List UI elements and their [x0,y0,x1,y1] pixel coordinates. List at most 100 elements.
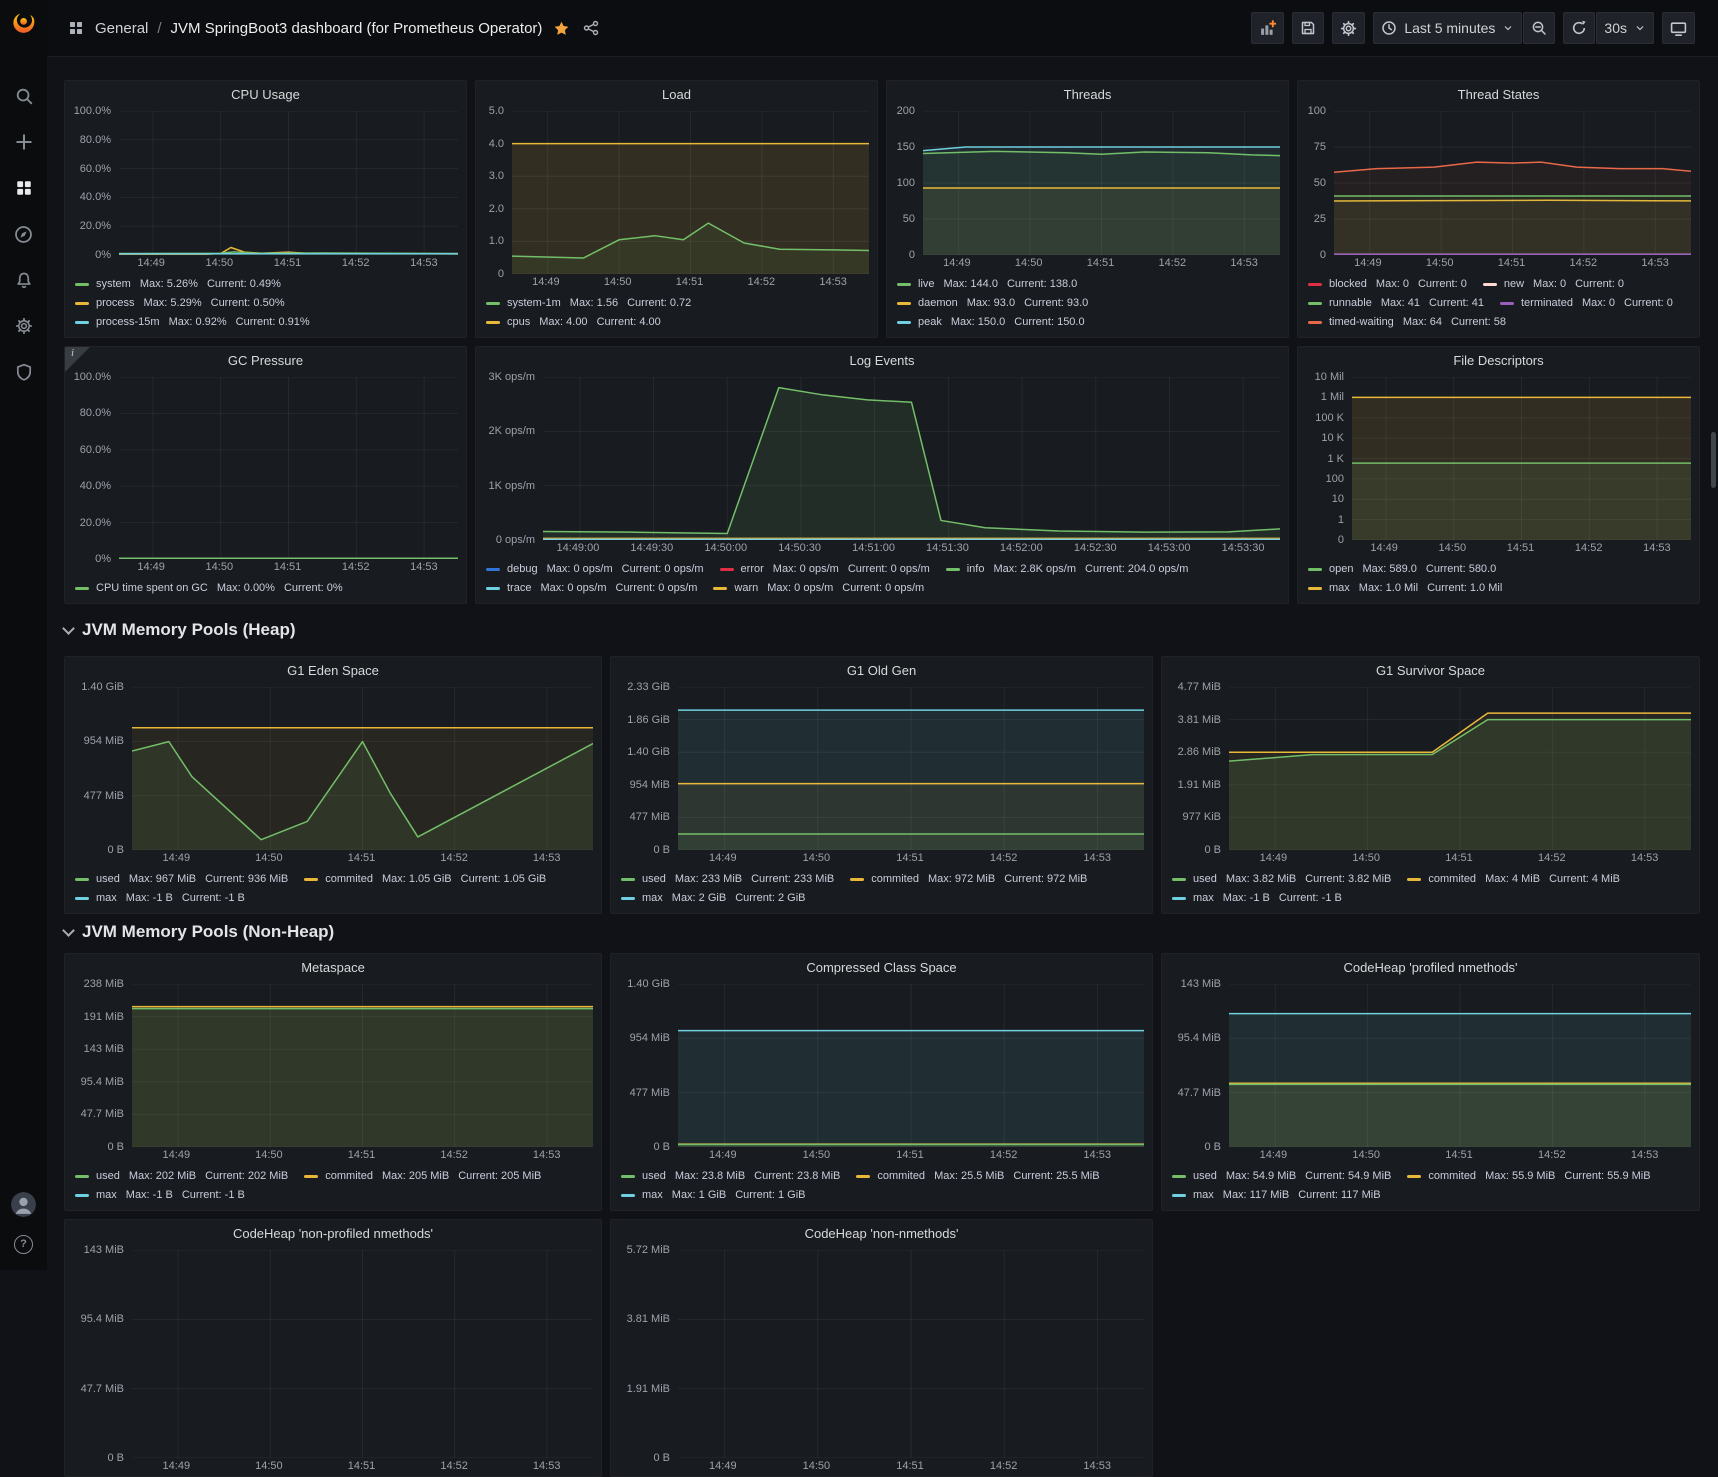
x-tick-label: 14:49 [709,1460,737,1472]
legend-item-commited[interactable]: commited Max: 972 MiB Current: 972 MiB [850,871,1087,888]
dashboards-grid-icon[interactable] [66,18,86,38]
plot-area[interactable] [132,687,593,850]
plot-area[interactable] [1229,687,1691,850]
legend-item-cpu-time-spent-on-gc[interactable]: CPU time spent on GC Max: 0.00% Current: 0… [75,580,343,597]
legend-item-terminated[interactable]: terminated Max: 0 Current: 0 [1500,295,1673,312]
plot-area[interactable] [1229,984,1691,1147]
search-icon[interactable] [14,86,34,106]
legend-item-commited[interactable]: commited Max: 205 MiB Current: 205 MiB [304,1168,541,1185]
refresh-button[interactable] [1563,12,1596,44]
legend-item-blocked[interactable]: blocked Max: 0 Current: 0 [1308,276,1467,293]
zoom-out-time-button[interactable] [1523,12,1556,44]
share-icon[interactable] [581,18,601,38]
series-fill-commited [132,1006,593,1147]
tv-kiosk-mode-button[interactable] [1662,12,1695,44]
legend-item-runnable[interactable]: runnable Max: 41 Current: 41 [1308,295,1484,312]
help-icon[interactable]: ? [14,1235,33,1254]
legend-item-used[interactable]: used Max: 3.82 MiB Current: 3.82 MiB [1172,871,1391,888]
panel-title[interactable]: CodeHeap 'profiled nmethods' [1343,960,1518,975]
legend-item-commited[interactable]: commited Max: 55.9 MiB Current: 55.9 MiB [1407,1168,1651,1185]
scrollbar-thumb[interactable] [1711,432,1716,488]
user-avatar[interactable] [11,1192,36,1217]
legend-item-used[interactable]: used Max: 54.9 MiB Current: 54.9 MiB [1172,1168,1391,1185]
legend-item-cpus[interactable]: cpus Max: 4.00 Current: 4.00 [486,314,661,331]
legend-item-new[interactable]: new Max: 0 Current: 0 [1482,276,1624,293]
panel-title[interactable]: Load [662,87,691,102]
legend-item-max[interactable]: max Max: -1 B Current: -1 B [1172,890,1342,907]
refresh-interval-picker[interactable]: 30s [1596,12,1654,44]
panel-title[interactable]: Metaspace [301,960,365,975]
legend-item-warn[interactable]: warn Max: 0 ops/m Current: 0 ops/m [713,580,924,597]
favorite-star-icon[interactable] [551,18,572,39]
legend-item-used[interactable]: used Max: 967 MiB Current: 936 MiB [75,871,288,888]
plot-area[interactable] [543,377,1280,540]
legend-item-max[interactable]: max Max: 2 GiB Current: 2 GiB [621,890,806,907]
breadcrumb-root[interactable]: General [95,19,149,37]
legend-item-peak[interactable]: peak Max: 150.0 Current: 150.0 [897,314,1085,331]
plot-area[interactable] [923,111,1280,255]
section-header-jvm-memory-pools-non-heap[interactable]: JVM Memory Pools (Non-Heap) [62,922,334,942]
legend-item-max[interactable]: max Max: 1 GiB Current: 1 GiB [621,1187,806,1204]
legend-item-timed-waiting[interactable]: timed-waiting Max: 64 Current: 58 [1308,314,1506,331]
legend-item-system-1m[interactable]: system-1m Max: 1.56 Current: 0.72 [486,295,691,312]
plot-area[interactable] [678,1250,1144,1458]
admin-shield-icon[interactable] [14,362,34,382]
plot-area[interactable] [1334,111,1691,255]
legend-item-commited[interactable]: commited Max: 25.5 MiB Current: 25.5 MiB [856,1168,1100,1185]
legend-item-used[interactable]: used Max: 233 MiB Current: 233 MiB [621,871,834,888]
panel-title[interactable]: G1 Survivor Space [1375,663,1486,678]
legend-item-daemon[interactable]: daemon Max: 93.0 Current: 93.0 [897,295,1088,312]
panel-title[interactable]: GC Pressure [227,353,304,368]
panel-title[interactable]: Threads [1063,87,1112,102]
save-dashboard-button[interactable] [1292,12,1325,44]
legend-item-process-15m[interactable]: process-15m Max: 0.92% Current: 0.91% [75,314,310,331]
legend-item-max[interactable]: max Max: 1.0 Mil Current: 1.0 Mil [1308,580,1502,597]
panel-title[interactable]: Thread States [1457,87,1540,102]
panel-title[interactable]: G1 Old Gen [846,663,917,678]
legend-item-error[interactable]: error Max: 0 ops/m Current: 0 ops/m [719,561,930,578]
legend-item-commited[interactable]: commited Max: 1.05 GiB Current: 1.05 GiB [304,871,546,888]
add-icon[interactable] [14,132,34,152]
alerting-bell-icon[interactable] [14,270,34,290]
section-header-jvm-memory-pools-heap[interactable]: JVM Memory Pools (Heap) [62,620,296,640]
panel-codeheap-non-profiled-nmethods: CodeHeap 'non-profiled nmethods' 0 B 47.7 … [64,1219,602,1477]
legend-swatch [1308,302,1322,305]
grafana-logo[interactable] [10,9,38,42]
legend-item-max[interactable]: max Max: -1 B Current: -1 B [75,1187,245,1204]
legend-item-open[interactable]: open Max: 589.0 Current: 580.0 [1308,561,1496,578]
configuration-gear-icon[interactable] [14,316,34,336]
plot-area[interactable] [678,687,1144,850]
legend-item-live[interactable]: live Max: 144.0 Current: 138.0 [897,276,1077,293]
panel-title[interactable]: File Descriptors [1453,353,1544,368]
legend-item-trace[interactable]: trace Max: 0 ops/m Current: 0 ops/m [486,580,697,597]
legend-item-max[interactable]: max Max: -1 B Current: -1 B [75,890,245,907]
panel-title[interactable]: CodeHeap 'non-nmethods' [804,1226,959,1241]
panel-title[interactable]: Compressed Class Space [806,960,957,975]
legend-item-info[interactable]: info Max: 2.8K ops/m Current: 204.0 ops/m [945,561,1188,578]
dashboards-icon[interactable] [14,178,34,198]
panel-title[interactable]: Log Events [849,353,915,368]
legend-item-used[interactable]: used Max: 202 MiB Current: 202 MiB [75,1168,288,1185]
legend-item-max[interactable]: max Max: 117 MiB Current: 117 MiB [1172,1187,1381,1204]
panel-title[interactable]: CodeHeap 'non-profiled nmethods' [232,1226,434,1241]
plot-area[interactable] [512,111,869,274]
dashboard-settings-button[interactable] [1332,12,1366,44]
plot-area[interactable] [132,1250,593,1458]
legend-item-used[interactable]: used Max: 23.8 MiB Current: 23.8 MiB [621,1168,840,1185]
panel-info-icon[interactable]: i [65,347,90,372]
plot-area[interactable] [132,984,593,1147]
plot-area[interactable] [119,111,458,255]
plot-area[interactable] [1352,377,1691,540]
x-tick-label: 14:52:30 [1073,542,1117,554]
time-range-picker[interactable]: Last 5 minutes [1373,12,1523,44]
legend-item-process[interactable]: process Max: 5.29% Current: 0.50% [75,295,285,312]
panel-title[interactable]: CPU Usage [231,87,300,102]
panel-title[interactable]: G1 Eden Space [287,663,379,678]
legend-item-debug[interactable]: debug Max: 0 ops/m Current: 0 ops/m [486,561,704,578]
plot-area[interactable] [678,984,1144,1147]
legend-item-system[interactable]: system Max: 5.26% Current: 0.49% [75,276,281,293]
add-panel-button[interactable] [1251,12,1285,44]
explore-compass-icon[interactable] [14,224,34,244]
plot-area[interactable] [119,377,458,559]
legend-item-commited[interactable]: commited Max: 4 MiB Current: 4 MiB [1407,871,1620,888]
